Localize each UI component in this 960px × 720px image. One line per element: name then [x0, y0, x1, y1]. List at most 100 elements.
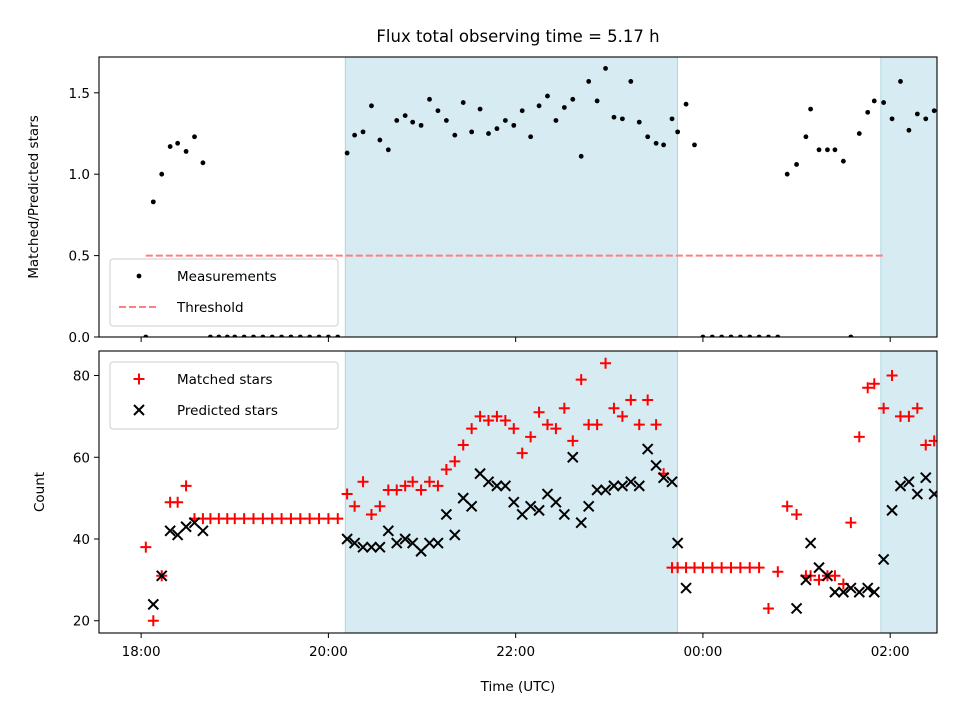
- top-shaded-interval-1: [880, 57, 937, 337]
- bottom-series-0-point: [791, 508, 803, 520]
- bottom-series-1-point: [666, 476, 678, 488]
- bottom-series-0-point: [920, 439, 932, 451]
- top-series-0-point: [167, 144, 173, 149]
- top-series-0-point: [692, 142, 697, 148]
- top-series-0-point: [427, 96, 432, 102]
- bottom-series-1-point: [374, 541, 386, 553]
- bottom-series-0-point: [349, 500, 361, 512]
- top-series-0-point: [402, 113, 408, 119]
- top-series-0-point: [594, 98, 600, 104]
- bottom-series-1-point: [575, 516, 587, 529]
- bottom-series-1-point: [946, 497, 956, 507]
- bottom-series-1-point: [591, 484, 603, 496]
- bottom-series-0-point: [357, 476, 369, 488]
- bottom-series-0-point: [399, 480, 411, 492]
- bottom-axes-frame: [98, 350, 938, 634]
- top-series-0-point: [628, 79, 634, 84]
- x-tick-label: 00:00: [683, 644, 722, 660]
- top-legend-marker: [136, 273, 142, 279]
- bottom-series-0-point: [365, 508, 377, 520]
- top-series-0-point: [216, 334, 222, 337]
- bottom-series-0-point: [491, 410, 503, 422]
- bottom-y-tick-label: 60: [73, 450, 90, 466]
- bottom-series-0-point: [642, 394, 654, 406]
- top-series-0-point: [653, 140, 659, 146]
- top-series-0-point: [251, 334, 256, 337]
- top-series-0-point: [737, 334, 743, 337]
- top-series-0-point: [700, 334, 706, 337]
- bottom-shaded-interval-1: [880, 351, 937, 633]
- bottom-series-1-point: [465, 500, 478, 513]
- top-series-0-point: [279, 334, 284, 337]
- top-series-0-point: [825, 147, 830, 153]
- bottom-series-1-point: [391, 537, 403, 549]
- bottom-series-1-point: [928, 488, 937, 500]
- bottom-series-0-point: [474, 410, 486, 422]
- top-series-0-point: [159, 171, 165, 177]
- bottom-series-0-point: [762, 602, 774, 614]
- bottom-series-1-point: [829, 586, 841, 598]
- bottom-series-0-point: [772, 566, 784, 578]
- bottom-series-0-point: [706, 562, 718, 574]
- top-series-0-point: [889, 116, 895, 122]
- bottom-series-0-point: [140, 541, 152, 553]
- top-series-0-point: [940, 121, 945, 126]
- top-series-0-point: [683, 101, 689, 107]
- bottom-series-0-point: [868, 378, 880, 390]
- bottom-series-1-point: [862, 582, 874, 594]
- top-series-0-point: [586, 79, 592, 84]
- bottom-series-0-point: [533, 406, 545, 418]
- top-series-0-point: [325, 334, 331, 337]
- top-series-0-point: [502, 118, 508, 123]
- top-series-0-point: [183, 149, 189, 154]
- bottom-series-0-point: [911, 402, 923, 414]
- bottom-series-1-point: [625, 476, 637, 488]
- bottom-series-0: [140, 357, 960, 627]
- bottom-series-0-point: [591, 419, 603, 431]
- bottom-series-0-point: [903, 410, 915, 422]
- top-series-0-point: [260, 334, 266, 337]
- bottom-series-1-point: [790, 602, 803, 615]
- top-plot: 0.0 0.5 1.0 1.5 Measurements Threshold: [69, 56, 954, 346]
- top-series-0-point: [856, 131, 862, 136]
- bottom-series-0-point: [886, 370, 898, 382]
- bottom-series-0-point: [304, 513, 316, 525]
- top-legend: Measurements Threshold: [109, 258, 339, 327]
- bottom-series-1-point: [641, 443, 654, 455]
- bottom-series-0-point: [954, 407, 960, 418]
- bottom-series-0-point: [878, 402, 890, 414]
- bottom-legend-label: Predicted stars: [177, 403, 278, 419]
- bottom-series-0-point: [558, 402, 570, 414]
- top-series-0-point: [519, 108, 525, 114]
- top-series-0-point: [269, 334, 275, 337]
- bottom-series-1-point: [911, 488, 924, 500]
- x-tick-label: 20:00: [309, 644, 348, 660]
- bottom-legend: Matched stars Predicted stars: [109, 361, 339, 430]
- top-legend-label: Threshold: [176, 300, 244, 316]
- bottom-series-0-point: [928, 435, 937, 447]
- bottom-series-0-point: [391, 484, 403, 496]
- bottom-series-1-point: [399, 533, 411, 545]
- top-series-0-point: [175, 140, 181, 146]
- top-series-0-point: [208, 334, 213, 337]
- bottom-series-1-point: [156, 570, 168, 582]
- top-series-0-point: [906, 127, 912, 133]
- bottom-series-1: [147, 443, 956, 615]
- top-series-0-point: [443, 118, 449, 123]
- top-series-0-point: [865, 109, 871, 115]
- top-series-0-point: [536, 103, 542, 109]
- top-series-0-point: [669, 116, 675, 122]
- bottom-series-0-point: [946, 431, 957, 442]
- bottom-series-0-point: [725, 562, 737, 574]
- top-series-0-point: [949, 118, 954, 123]
- bottom-series-0-point: [247, 513, 259, 525]
- bottom-series-0-point: [257, 513, 269, 525]
- bottom-series-0-point: [424, 476, 436, 488]
- bottom-series-1-point: [837, 586, 850, 598]
- top-series-0-point: [410, 119, 416, 125]
- bottom-series-0-point: [266, 513, 278, 525]
- bottom-series-1-point: [800, 574, 812, 586]
- top-series-0-point: [352, 132, 358, 138]
- top-series-0-point: [832, 147, 838, 153]
- bottom-series-1-point: [853, 586, 865, 598]
